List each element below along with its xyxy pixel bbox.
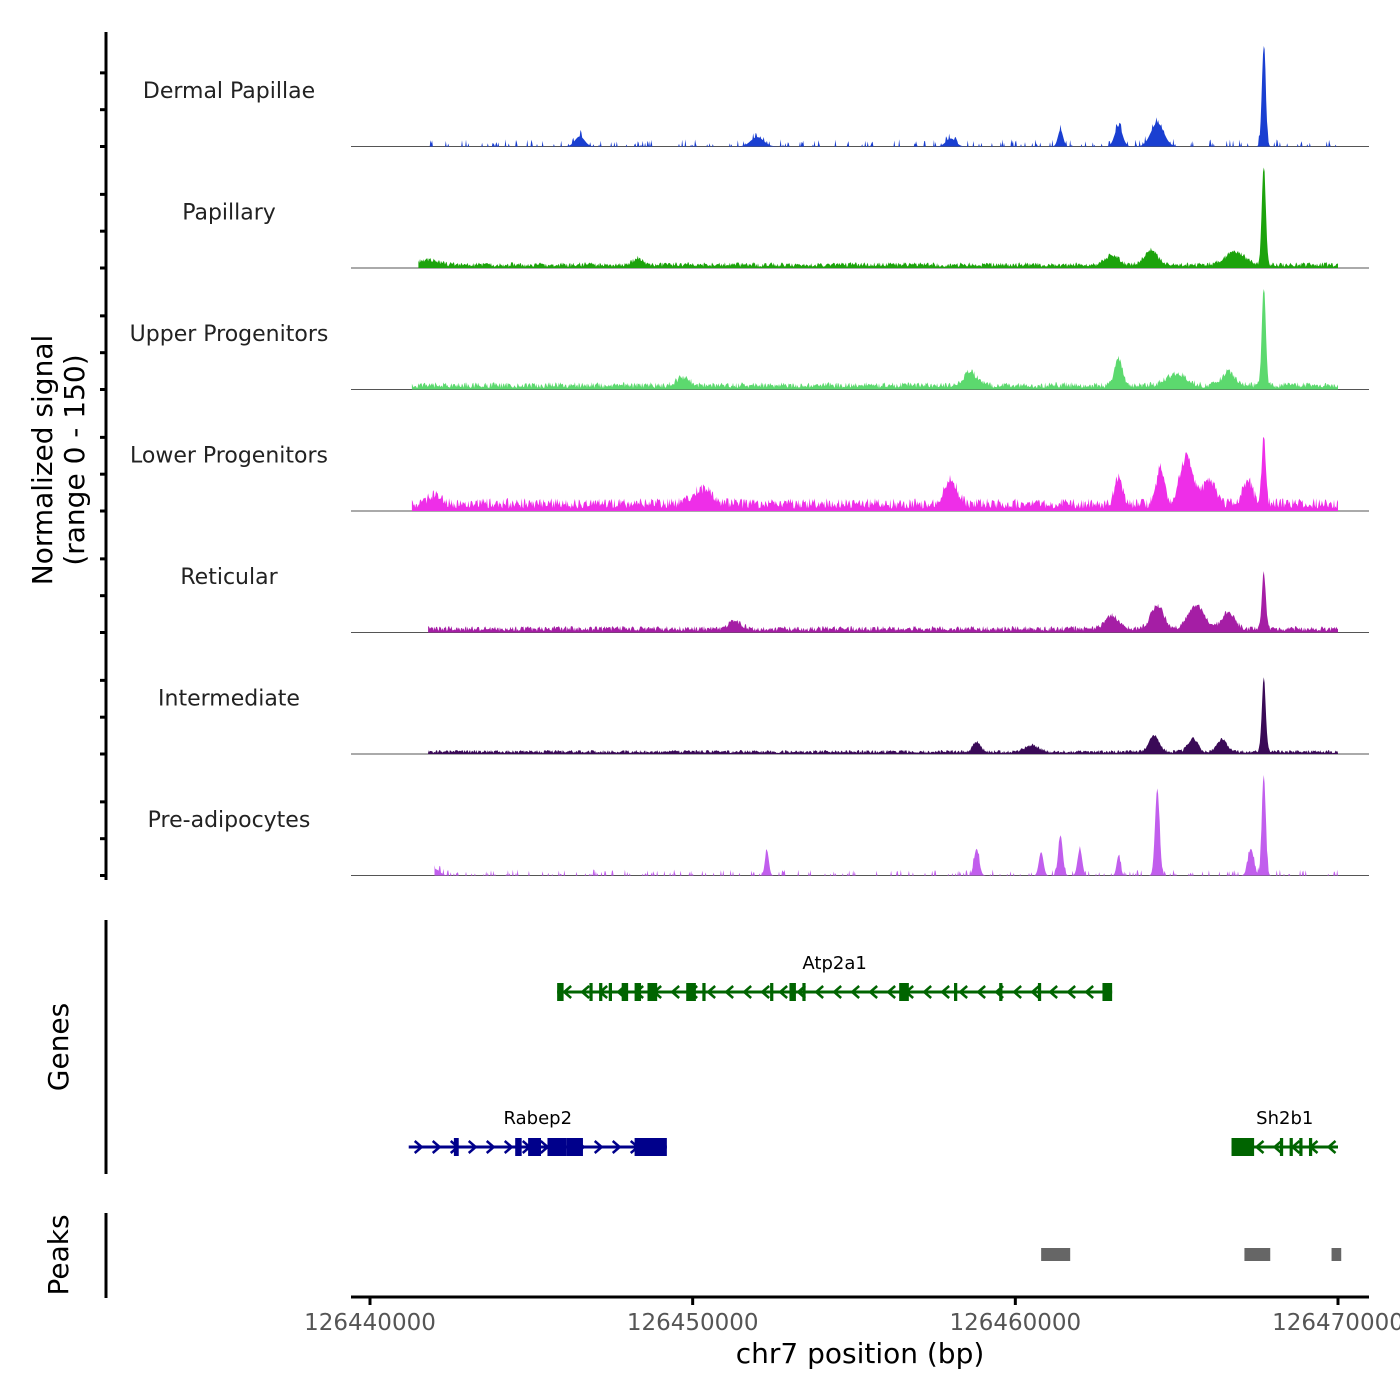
y-axis-range: (range 0 - 150) [58,354,91,565]
gene-name: Atp2a1 [802,953,866,974]
strand-chevron [1326,1140,1337,1154]
strand-chevron [1030,985,1040,999]
exon [1102,983,1113,1001]
strand-chevron [1066,985,1076,999]
strand-chevron [580,985,590,999]
strand-chevron [1254,1140,1265,1154]
exon [515,1138,522,1156]
exon [789,983,796,1001]
gene-track-label: Genes [42,1003,75,1091]
strand-chevron [431,1140,442,1154]
exon [770,983,774,1001]
coverage-y-ticks [100,71,106,877]
strand-chevron [706,985,716,999]
strand-chevron [413,1140,424,1154]
exon [647,983,658,1001]
strand-chevron [850,985,860,999]
strand-chevron [562,985,572,999]
x-tick-label: 126470000 [1272,1310,1400,1336]
exon [1289,1138,1293,1156]
track-label: Dermal Papillae [143,79,315,104]
coverage-tracks: Dermal Papillae Papillary Upper Progenitor… [130,46,1369,876]
exon [1308,1138,1313,1156]
strand-chevron [593,1140,604,1154]
strand-chevron [778,985,788,999]
strand-chevron [976,985,986,999]
strand-chevron [760,985,770,999]
x-axis-title: chr7 position (bp) [736,1337,985,1370]
exon [634,1138,667,1156]
x-axis-ticks: 126440000 126450000 126460000 126470000 [304,1297,1400,1336]
exon [528,1138,542,1156]
y-axis-title: Normalized signal [26,335,59,586]
strand-chevron [503,1140,514,1154]
strand-chevron [1272,1140,1283,1154]
track-label: Upper Progenitors [130,322,329,347]
x-tick-label: 126460000 [949,1310,1081,1336]
strand-chevron [611,1140,622,1154]
exon [608,983,612,1001]
exon [589,983,593,1001]
strand-chevron [485,1140,496,1154]
exon [557,983,564,1001]
gene-panel: Genes Atp2a1 Rabep2 Sh2b1 [42,920,1338,1174]
strand-chevron [940,985,950,999]
strand-chevron [832,985,842,999]
signal-area [411,436,1338,511]
exon [1037,983,1042,1001]
coverage-panel: Dermal Papillae Papillary Upper Progenitor… [26,32,1369,880]
exon [954,983,958,1001]
strand-chevron [724,985,734,999]
signal-area [434,775,1338,876]
strand-chevron [886,985,896,999]
exon [686,983,696,1001]
exon [1299,1138,1303,1156]
track-label: Lower Progenitors [130,444,328,469]
peak-region [1331,1248,1342,1261]
strand-chevron [467,1140,478,1154]
strand-chevron [814,985,824,999]
x-tick-label: 126450000 [627,1310,759,1336]
strand-chevron [1048,985,1058,999]
exon [1279,1138,1284,1156]
strand-chevron [868,985,878,999]
strand-chevron [1084,985,1094,999]
strand-chevron [958,985,968,999]
x-tick-label: 126440000 [304,1310,436,1336]
exon [702,983,706,1001]
gene-name: Sh2b1 [1256,1108,1313,1129]
exon [999,983,1003,1001]
peak-region [1041,1248,1071,1261]
track-label: Papillary [182,201,276,226]
strand-chevron [1012,985,1022,999]
strand-chevron [742,985,752,999]
exon [899,983,909,1001]
exon [802,983,806,1001]
strand-chevron [670,985,680,999]
track-label: Reticular [180,565,278,590]
exon [1231,1138,1255,1156]
exon [453,1138,459,1156]
track-label: Pre-adipocytes [148,808,311,833]
peak-panel: Peaks [42,1213,1342,1298]
signal-area [428,571,1339,633]
strand-chevron [922,985,932,999]
track-label: Intermediate [158,687,300,712]
peak-region [1244,1248,1271,1261]
exon [566,1138,583,1156]
peak-track-label: Peaks [42,1214,75,1295]
x-axis: 126440000 126450000 126460000 126470000 chr… [304,1295,1400,1370]
gene-name: Rabep2 [504,1108,573,1129]
exon [634,983,642,1001]
exon [599,983,603,1001]
exon [621,983,629,1001]
gene-models: Atp2a1 Rabep2 Sh2b1 [408,953,1338,1156]
exon [547,1138,567,1156]
peak-regions [1041,1248,1342,1261]
